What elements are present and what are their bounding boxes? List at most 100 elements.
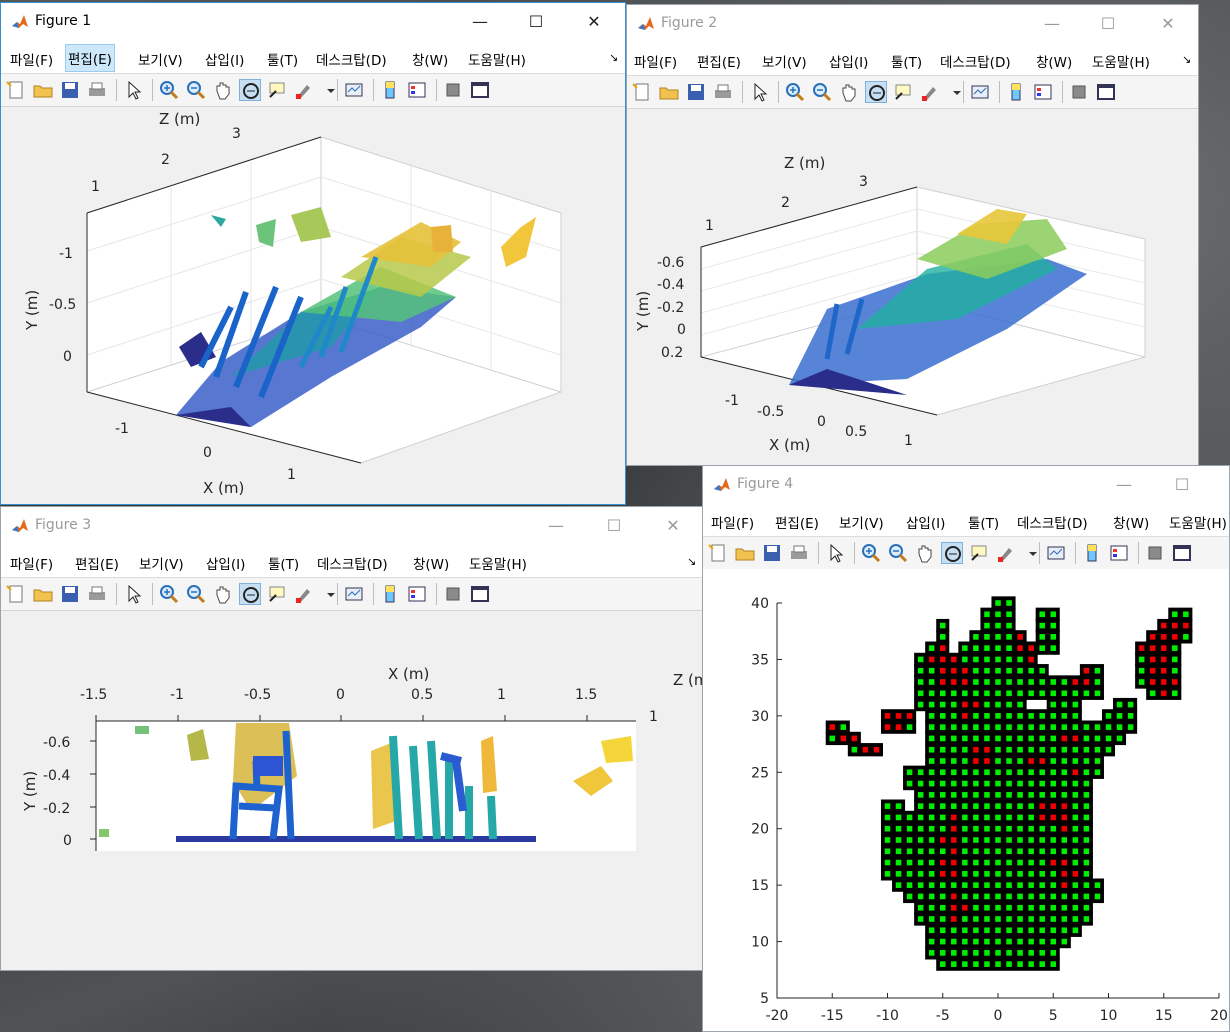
new-file-icon[interactable]: [5, 583, 27, 605]
zoom-in-icon[interactable]: [158, 79, 180, 101]
new-file-icon[interactable]: [631, 81, 653, 103]
legend-icon[interactable]: [406, 79, 428, 101]
open-folder-icon[interactable]: [32, 583, 54, 605]
maximize-icon[interactable]: ☐: [528, 12, 544, 31]
title-bar[interactable]: Figure 4 — ☐: [703, 466, 1229, 504]
zoom-out-icon[interactable]: [811, 81, 833, 103]
minimize-icon[interactable]: —: [1044, 14, 1060, 33]
dropdown-arrow-icon[interactable]: [946, 81, 968, 103]
rotate-3d-icon[interactable]: [239, 79, 261, 101]
zoom-out-icon[interactable]: [185, 583, 207, 605]
zoom-in-icon[interactable]: [158, 583, 180, 605]
pan-hand-icon[interactable]: [212, 79, 234, 101]
link-plot-icon[interactable]: [1045, 542, 1067, 564]
menu-file[interactable]: 파일(F): [10, 557, 54, 573]
menu-view[interactable]: 보기(V): [839, 516, 884, 532]
pointer-icon[interactable]: [122, 583, 144, 605]
link-plot-icon[interactable]: [343, 79, 365, 101]
rotate-3d-icon[interactable]: [941, 542, 963, 564]
menu-window[interactable]: 창(W): [1036, 55, 1073, 71]
menu-file[interactable]: 파일(F): [10, 53, 54, 69]
pointer-icon[interactable]: [824, 542, 846, 564]
data-cursor-icon[interactable]: [968, 542, 990, 564]
minimize-icon[interactable]: —: [472, 12, 488, 31]
hide-plot-tools-icon[interactable]: [1144, 542, 1166, 564]
menu-view[interactable]: 보기(V): [762, 55, 807, 71]
maximize-icon[interactable]: ☐: [606, 516, 622, 535]
menu-tools[interactable]: 툴(T): [268, 557, 300, 573]
figure-4-window[interactable]: Figure 4 — ☐ 파일(F) 편집(E) 보기(V) 삽입(I) 툴(T…: [702, 465, 1230, 1032]
menu-help[interactable]: 도움말(H): [469, 557, 527, 573]
menu-edit[interactable]: 편집(E): [65, 44, 115, 72]
menu-file[interactable]: 파일(F): [634, 55, 678, 71]
pan-hand-icon[interactable]: [212, 583, 234, 605]
menu-edit[interactable]: 편집(E): [775, 516, 819, 532]
dropdown-arrow-icon[interactable]: [1022, 542, 1044, 564]
show-plot-tools-icon[interactable]: [469, 79, 491, 101]
menu-tools[interactable]: 툴(T): [968, 516, 1000, 532]
title-bar[interactable]: Figure 2 — ☐ ✕: [627, 5, 1198, 43]
menu-desktop[interactable]: 데스크탑(D): [1017, 516, 1088, 532]
brush-icon[interactable]: [995, 542, 1017, 564]
undock-arrow-icon[interactable]: ↘: [609, 51, 619, 64]
brush-icon[interactable]: [293, 583, 315, 605]
undock-arrow-icon[interactable]: ↘: [687, 555, 697, 568]
pointer-icon[interactable]: [122, 79, 144, 101]
zoom-out-icon[interactable]: [887, 542, 909, 564]
menu-desktop[interactable]: 데스크탑(D): [317, 557, 388, 573]
legend-icon[interactable]: [1032, 81, 1054, 103]
colorbar-icon[interactable]: [1081, 542, 1103, 564]
menu-window[interactable]: 창(W): [412, 53, 449, 69]
menu-edit[interactable]: 편집(E): [75, 557, 119, 573]
undock-arrow-icon[interactable]: ↘: [1182, 53, 1192, 66]
menu-insert[interactable]: 삽입(I): [205, 53, 245, 69]
legend-icon[interactable]: [1108, 542, 1130, 564]
close-icon[interactable]: ✕: [587, 12, 601, 31]
menu-edit[interactable]: 편집(E): [697, 55, 741, 71]
print-icon[interactable]: [86, 583, 108, 605]
new-file-icon[interactable]: [5, 79, 27, 101]
data-cursor-icon[interactable]: [266, 583, 288, 605]
close-icon[interactable]: ✕: [666, 516, 680, 535]
dropdown-arrow-icon[interactable]: [320, 583, 342, 605]
colorbar-icon[interactable]: [379, 79, 401, 101]
minimize-icon[interactable]: —: [1116, 475, 1132, 494]
pan-hand-icon[interactable]: [914, 542, 936, 564]
menu-desktop[interactable]: 데스크탑(D): [940, 55, 1011, 71]
print-icon[interactable]: [788, 542, 810, 564]
open-folder-icon[interactable]: [32, 79, 54, 101]
open-folder-icon[interactable]: [734, 542, 756, 564]
show-plot-tools-icon[interactable]: [1095, 81, 1117, 103]
menu-insert[interactable]: 삽입(I): [906, 516, 946, 532]
pan-hand-icon[interactable]: [838, 81, 860, 103]
menu-insert[interactable]: 삽입(I): [829, 55, 869, 71]
print-icon[interactable]: [86, 79, 108, 101]
colorbar-icon[interactable]: [1005, 81, 1027, 103]
menu-desktop[interactable]: 데스크탑(D): [316, 53, 387, 69]
data-cursor-icon[interactable]: [266, 79, 288, 101]
zoom-in-icon[interactable]: [784, 81, 806, 103]
save-icon[interactable]: [761, 542, 783, 564]
rotate-3d-icon[interactable]: [239, 583, 261, 605]
new-file-icon[interactable]: [707, 542, 729, 564]
dropdown-arrow-icon[interactable]: [320, 79, 342, 101]
menu-file[interactable]: 파일(F): [711, 516, 755, 532]
print-icon[interactable]: [712, 81, 734, 103]
title-bar[interactable]: Figure 1 — ☐ ✕: [1, 3, 625, 41]
brush-icon[interactable]: [919, 81, 941, 103]
zoom-out-icon[interactable]: [185, 79, 207, 101]
figure-3-window[interactable]: Figure 3 — ☐ ✕ 파일(F) 편집(E) 보기(V) 삽입(I) 툴…: [0, 506, 704, 971]
figure-2-window[interactable]: Figure 2 — ☐ ✕ 파일(F) 편집(E) 보기(V) 삽입(I) 툴…: [626, 4, 1199, 466]
hide-plot-tools-icon[interactable]: [442, 79, 464, 101]
menu-window[interactable]: 창(W): [1113, 516, 1150, 532]
figure-1-window[interactable]: Figure 1 — ☐ ✕ 파일(F) 편집(E) 보기(V) 삽입(I) 툴…: [0, 2, 626, 505]
rotate-3d-icon[interactable]: [865, 81, 887, 103]
save-icon[interactable]: [59, 583, 81, 605]
brush-icon[interactable]: [293, 79, 315, 101]
menu-help[interactable]: 도움말(H): [1092, 55, 1150, 71]
minimize-icon[interactable]: —: [548, 516, 564, 535]
title-bar[interactable]: Figure 3 — ☐ ✕: [1, 507, 703, 545]
menu-insert[interactable]: 삽입(I): [206, 557, 246, 573]
menu-window[interactable]: 창(W): [413, 557, 450, 573]
save-icon[interactable]: [59, 79, 81, 101]
